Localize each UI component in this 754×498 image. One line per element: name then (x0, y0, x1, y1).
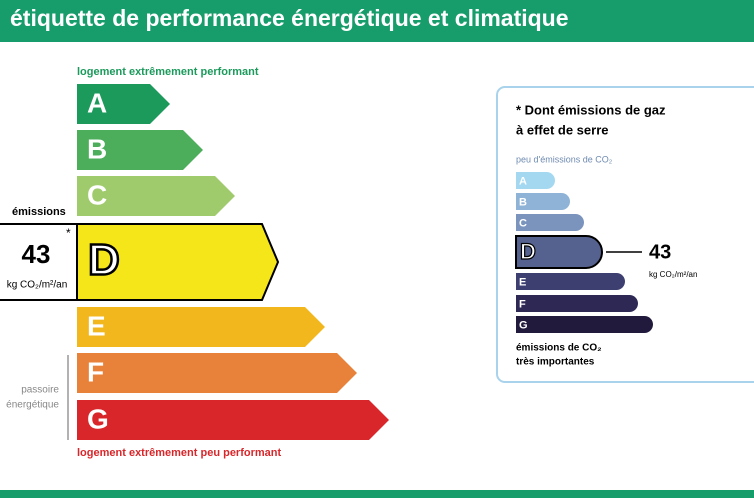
emissions-label: émissions (12, 206, 66, 218)
ghg-bar (516, 172, 555, 189)
ghg-letter: D (520, 239, 536, 264)
ghg-bottom-label: émissions de CO₂ (516, 343, 602, 354)
header-band (0, 0, 754, 42)
class-letter: B (87, 133, 107, 164)
ghg-bar (516, 193, 570, 210)
ghg-letter: C (519, 217, 527, 229)
class-arrow (77, 400, 389, 440)
class-arrow (77, 130, 203, 170)
value-unit: kg CO₂/m²/an (7, 280, 68, 291)
class-arrow (77, 307, 325, 347)
ghg-title: à effet de serre (516, 122, 609, 137)
ghg-bar (515, 235, 603, 269)
header-title: étiquette de performance énergétique et … (10, 5, 569, 31)
class-letter: E (87, 310, 106, 341)
value-box (0, 223, 78, 301)
ghg-top-label: peu d'émissions de CO₂ (516, 154, 613, 164)
ghg-letter: G (519, 319, 528, 331)
ghg-value: 43 (649, 241, 671, 263)
ghg-bar (516, 316, 653, 333)
passoire-label: passoire (21, 385, 59, 396)
ghg-letter: A (519, 175, 527, 187)
class-letter: C (87, 179, 107, 210)
class-arrow (77, 353, 357, 393)
bottom-label: logement extrêmement peu performant (77, 447, 281, 459)
ghg-letter: F (519, 298, 526, 310)
value: 43 (22, 239, 51, 269)
passoire-label: énergétique (6, 400, 59, 411)
class-letter: A (87, 87, 107, 118)
ghg-letter: B (519, 196, 527, 208)
class-letter: G (87, 403, 109, 434)
ghg-bar (516, 273, 625, 290)
ghg-letter: E (519, 276, 526, 288)
class-letter: F (87, 356, 104, 387)
top-label: logement extrêmement performant (77, 66, 259, 78)
ghg-bottom-label: très importantes (516, 357, 595, 368)
footer-band (0, 490, 754, 498)
ghg-bar (516, 214, 584, 231)
class-letter: D (88, 236, 120, 285)
class-arrow (77, 84, 170, 124)
ghg-title: * Dont émissions de gaz (516, 102, 666, 117)
ghg-unit: kg CO₂/m²/an (649, 270, 697, 279)
asterisk: * (66, 226, 71, 240)
ghg-bar (516, 295, 638, 312)
class-arrow (77, 176, 235, 216)
